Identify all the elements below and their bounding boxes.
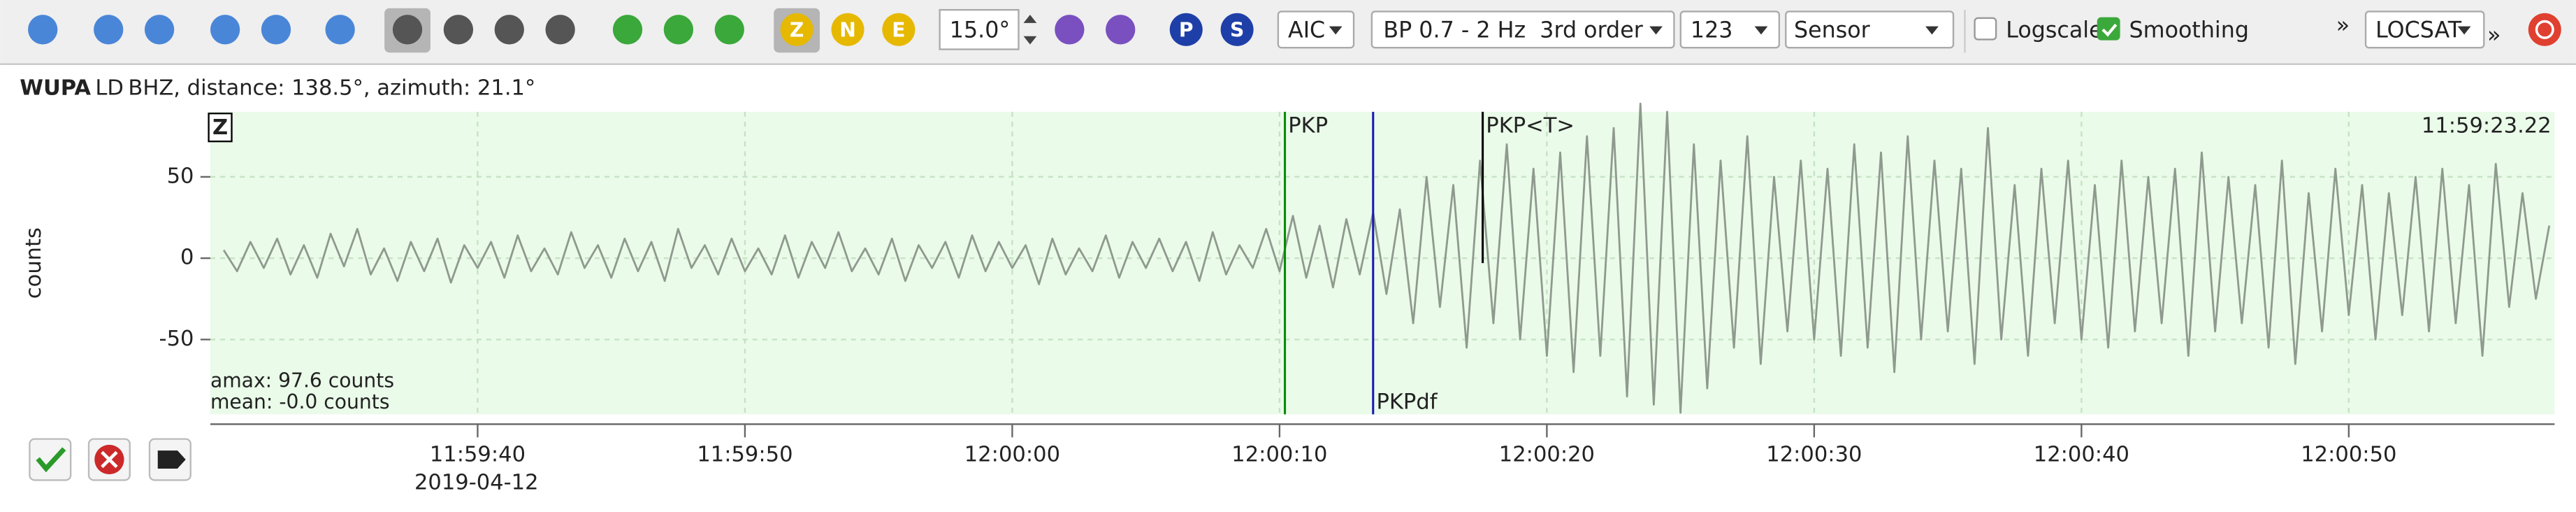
right-button[interactable] (261, 15, 291, 45)
measure-tool[interactable] (443, 15, 474, 45)
check-mark (2101, 23, 2118, 37)
home-button[interactable] (28, 15, 58, 45)
stat: mean: -0.0 counts (210, 390, 390, 413)
y-axis-label: counts (22, 227, 46, 299)
up-button[interactable] (94, 15, 124, 45)
accept-icon (36, 447, 66, 473)
filter-text: BP 0.7 - 2 Hz 3rd order (1383, 18, 1643, 43)
phase-s[interactable] (1220, 13, 1254, 46)
locator-text: LOCSAT (2375, 18, 2462, 43)
reload-button[interactable] (714, 15, 744, 45)
date-label: 2019-04-12 (414, 471, 539, 495)
zoom-button[interactable] (325, 15, 355, 45)
filter-button[interactable] (612, 15, 643, 45)
component-n[interactable] (831, 13, 864, 46)
plot-area (210, 111, 2555, 415)
more-button[interactable]: » (2336, 13, 2350, 38)
phase-tool[interactable] (1106, 15, 1136, 45)
smoothing-checkbox[interactable] (2097, 17, 2120, 41)
dropdown-arrow (1329, 26, 1343, 35)
spin-value: 15.0° (950, 18, 1010, 43)
unit-text: Sensor (1794, 18, 1871, 43)
spectrum-button[interactable] (663, 15, 694, 45)
pick-tool[interactable] (392, 15, 423, 45)
decision-buttons (29, 438, 191, 481)
smoothing-text: Smoothing (2129, 18, 2249, 43)
x-tick-label: 12:00:10 (1231, 443, 1327, 467)
reject-cross (101, 450, 118, 469)
filter-dropdown[interactable] (1370, 10, 1675, 49)
pick-label: PKPdf (1376, 390, 1438, 414)
x-tick-label: 12:00:20 (1499, 443, 1595, 467)
phase-label: S (1230, 19, 1244, 42)
component-label: N (839, 19, 856, 42)
phase-label: P (1179, 19, 1194, 42)
numbers-text: 123 (1691, 18, 1733, 43)
spin-arrows[interactable] (1023, 15, 1037, 45)
x-tick-label: 11:59:40 (430, 443, 526, 467)
logscale-text: Logscale (2006, 18, 2102, 43)
phase-tool[interactable] (1055, 15, 1085, 45)
y-tick-label: 0 (180, 246, 194, 270)
y-tick-label: -50 (159, 327, 194, 351)
x-tick-label: 12:00:00 (964, 443, 1060, 467)
pick-label: PKP (1288, 114, 1328, 138)
magnify-tool[interactable] (494, 15, 524, 45)
station: WUPA (20, 76, 91, 100)
dropdown-arrow (1925, 26, 1939, 35)
spin-box[interactable] (939, 8, 1020, 50)
stat: amax: 97.6 counts (210, 369, 394, 392)
x-tick-label: 12:00:40 (2034, 443, 2129, 467)
left-button[interactable] (210, 15, 240, 45)
logscale-checkbox[interactable] (1974, 17, 1997, 41)
nav-buttons: Z N E 15.0° P S AIC BP 0.7 - 2 Hz 3rd or… (28, 8, 2561, 53)
dropdown-arrow (2457, 26, 2471, 35)
numbers-dropdown[interactable] (1679, 10, 1781, 49)
x-tick-label: 12:00:50 (2301, 443, 2396, 467)
component-z[interactable] (780, 13, 813, 46)
down-button[interactable] (144, 15, 175, 45)
component-label: E (892, 19, 905, 42)
dropdown-arrow (1649, 26, 1663, 35)
unit-dropdown[interactable] (1785, 10, 1955, 49)
accept-button[interactable] (29, 438, 72, 481)
component-label: Z (790, 19, 804, 42)
component-box (208, 113, 233, 143)
phase-p[interactable] (1169, 13, 1203, 46)
component: Z (212, 115, 228, 140)
save-tool[interactable] (545, 15, 575, 45)
y-tick-label: 50 (167, 164, 194, 188)
time-label: 11:59:23.22 (2422, 114, 2552, 138)
picker-text: AIC (1288, 18, 1325, 43)
component-e[interactable] (882, 13, 916, 46)
network: LD (95, 76, 124, 100)
picker-dropdown[interactable] (1277, 10, 1355, 49)
more-button[interactable]: » (2487, 23, 2501, 48)
x-tick-label: 12:00:30 (1766, 443, 1862, 467)
waveform (222, 102, 2551, 414)
clear-icon (157, 450, 186, 469)
locate-button[interactable] (2528, 13, 2561, 46)
dropdown-arrow (1754, 26, 1768, 35)
pick-label: PKP<T> (1486, 114, 1575, 138)
x-tick-label: 11:59:50 (697, 443, 793, 467)
trace-info: BHZ, distance: 138.5°, azimuth: 21.1° (128, 76, 535, 100)
locator-dropdown[interactable] (2364, 10, 2485, 49)
locate-icon (2535, 20, 2554, 39)
